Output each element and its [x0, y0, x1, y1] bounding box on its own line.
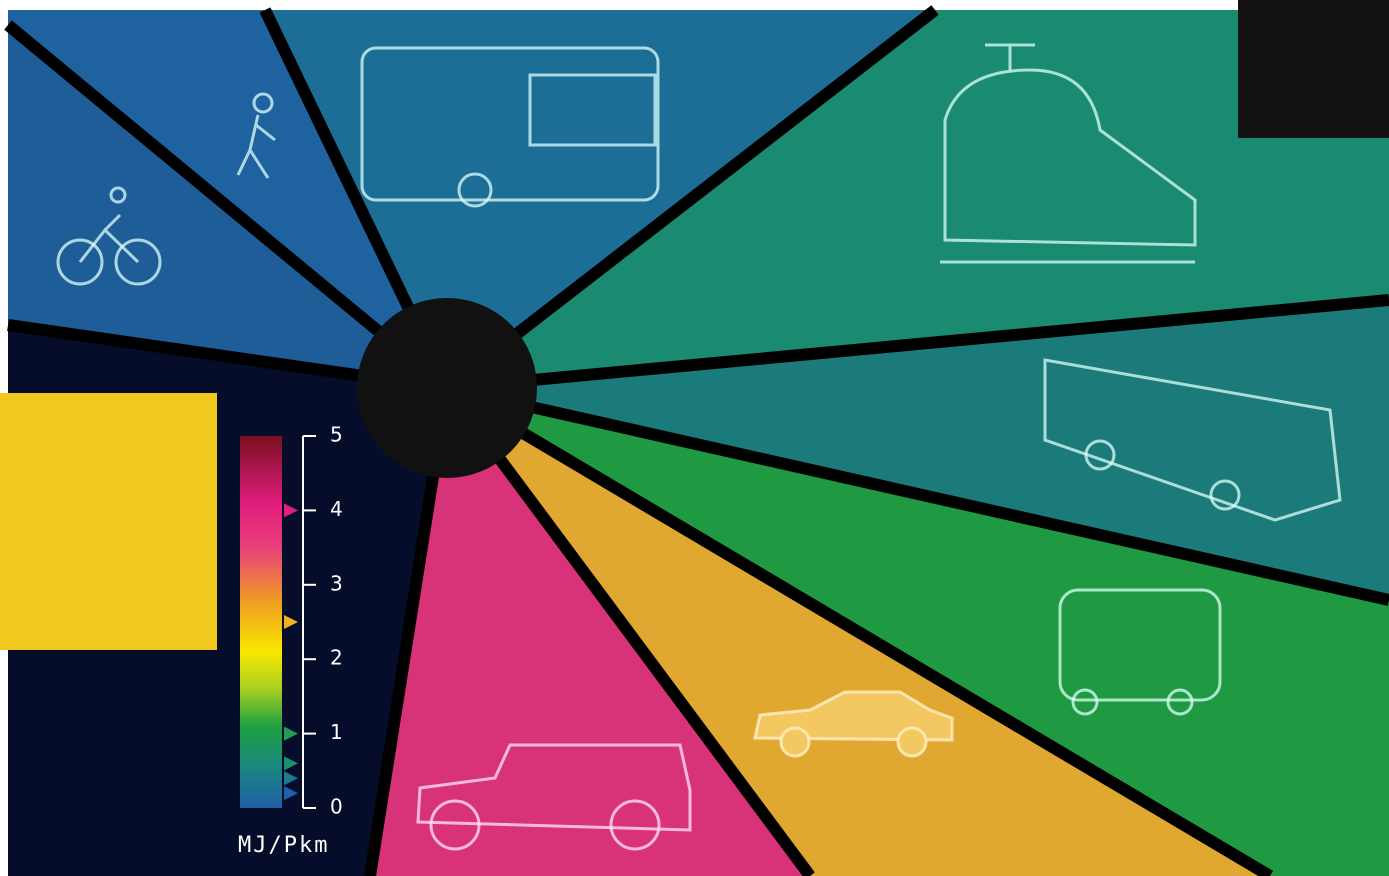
hub — [357, 298, 537, 478]
scale-marker — [284, 756, 298, 771]
divider — [443, 382, 1274, 876]
energy-scale: MJ/Pkm 0 1 2 3 4 5 — [238, 423, 343, 859]
tick-label: 4 — [330, 497, 343, 521]
sector-tram — [447, 10, 1389, 388]
minibus-icon — [1058, 588, 1222, 716]
scale-marker — [284, 615, 298, 629]
dark-block — [1238, 0, 1389, 138]
color-bar — [240, 436, 282, 808]
yellow-block — [0, 393, 217, 650]
icons — [56, 43, 1342, 851]
tick-label: 2 — [330, 646, 343, 670]
bus-icon — [360, 46, 660, 208]
bicycle-icon — [56, 186, 162, 286]
tick-label: 1 — [330, 720, 343, 744]
tram-icon — [940, 43, 1197, 264]
car-icon — [753, 690, 954, 758]
walk-icon — [236, 92, 276, 179]
scale-marker — [284, 726, 298, 741]
tick-label: 3 — [330, 571, 343, 595]
coach-icon — [1043, 358, 1342, 522]
scale-marker — [284, 786, 298, 801]
scale-marker — [284, 503, 298, 518]
divider — [445, 382, 1389, 606]
unit-label: MJ/Pkm — [238, 833, 329, 858]
divider — [4, 20, 451, 393]
suv-icon — [416, 743, 692, 851]
divider — [446, 294, 1389, 394]
sector-minibus — [447, 388, 1389, 876]
divider — [442, 384, 815, 876]
sector-suv — [370, 388, 810, 876]
tick-label: 0 — [330, 795, 343, 819]
sector-coach — [447, 300, 1389, 600]
scale-marker — [284, 771, 298, 786]
tick-label: 5 — [330, 423, 343, 447]
divider — [443, 5, 939, 393]
